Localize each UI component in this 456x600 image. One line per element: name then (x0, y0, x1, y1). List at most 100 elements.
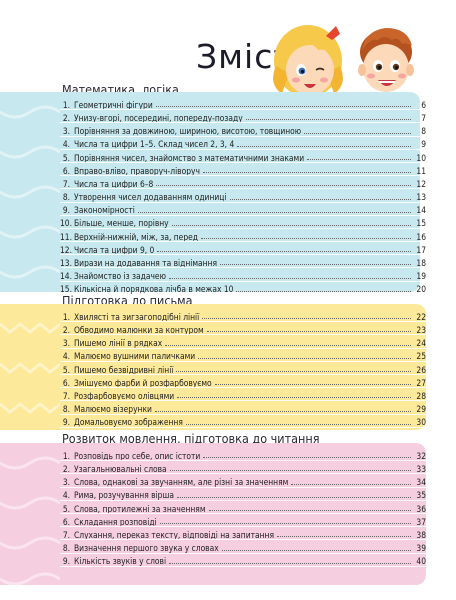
entry-page-number: 27 (416, 377, 426, 388)
entry-page-number: 14 (416, 205, 426, 216)
entry-number: 1. (62, 311, 70, 322)
entry-page-number: 23 (416, 324, 426, 335)
dot-leader (169, 557, 411, 564)
entry-title: Числа та цифри 1–5. Склад чисел 2, 3, 4 (74, 139, 235, 150)
toc-entry: 13. Вирази на додавання та віднімання 18 (60, 254, 428, 269)
toc-entry: 2. Узагальнювальні слова 33 (60, 460, 428, 475)
dot-leader (171, 219, 411, 226)
toc-entry: 4. Малюємо вушними паличками 25 (60, 348, 428, 362)
entry-number: 6. (62, 165, 70, 176)
row-divider (60, 122, 428, 124)
toc-entry: 6. Вправо-вліво, праворуч-ліворуч 11 (60, 162, 428, 177)
toc-entry: 3. Слова, однакові за звучанням, але різн… (60, 473, 428, 488)
entry-title: Кількісна й порядкова лічба в межах 10 (74, 284, 234, 295)
dot-leader (206, 325, 411, 333)
dot-leader (203, 451, 411, 459)
entry-title: Хвилясті та зигзагоподібні лінії (74, 311, 200, 322)
entry-number: 8. (62, 404, 70, 415)
entry-number: 2. (62, 463, 70, 474)
dot-leader (200, 232, 411, 240)
toc-entry: 7. Числа та цифри 6–8 12 (60, 175, 428, 190)
dot-leader (156, 179, 411, 187)
toc-entry: 8. Визначення першого звука у словах 39 (60, 539, 428, 554)
entry-page-number: 35 (416, 490, 426, 501)
entry-title: Порівняння за довжиною, шириною, висотою… (74, 126, 302, 137)
dot-leader (168, 272, 411, 279)
row-divider (60, 241, 428, 243)
entry-title: Домальовуємо зображення (74, 417, 183, 428)
row-divider (60, 135, 428, 137)
dot-leader (229, 193, 411, 200)
entry-page-number: 13 (416, 192, 426, 203)
row-divider (60, 227, 428, 229)
entry-number: 2. (62, 324, 70, 335)
toc-entry: 15. Кількісна й порядкова лічба в межах 1… (60, 281, 428, 295)
toc-entry: 7. Розфарбовуємо олівцями 28 (60, 387, 428, 402)
entry-number: 4. (62, 490, 70, 501)
dot-leader (237, 140, 411, 147)
entry-number: 5. (62, 503, 70, 514)
dot-leader (236, 285, 411, 292)
toc-entry: 9. Домальовуємо зображення 30 (60, 414, 428, 428)
toc-entry: 9. Закономірності 14 (60, 202, 428, 216)
row-divider (60, 552, 428, 554)
entry-number: 7. (62, 390, 70, 401)
math-topic-list: 1. Геометричні фігури 6 2. Унизу-вгорі, посе… (60, 96, 428, 295)
entry-page-number: 29 (416, 404, 426, 415)
entry-number: 10. (60, 218, 72, 229)
dot-leader (304, 127, 411, 134)
entry-page-number: 10 (416, 152, 426, 163)
toc-entry: 10. Більше, менше, порівну 15 (60, 215, 428, 229)
toc-entry: 1. Хвилясті та зигзагоподібні лінії 22 (60, 308, 428, 323)
row-divider (60, 293, 428, 295)
entry-number: 7. (62, 529, 70, 540)
row-divider (60, 360, 428, 362)
row-divider (60, 512, 428, 514)
entry-title: Обводимо малюнки за контуром (74, 324, 204, 335)
dot-leader (221, 544, 411, 551)
entry-page-number: 24 (416, 338, 426, 349)
entry-page-number: 15 (416, 218, 426, 229)
math-band (0, 92, 420, 292)
entry-title: Порівняння чисел, знайомство з математич… (74, 152, 305, 163)
row-divider (60, 539, 428, 541)
toc-entry: 6. Складання розповіді 37 (60, 513, 428, 528)
entry-page-number: 8 (421, 126, 426, 137)
entry-title: Закономірності (74, 205, 135, 216)
entry-number: 7. (62, 178, 70, 189)
entry-title: Верхній-нижній, між, за, перед (74, 231, 198, 242)
entry-page-number: 40 (416, 556, 426, 567)
entry-page-number: 36 (416, 503, 426, 514)
entry-number: 4. (62, 351, 70, 362)
dot-leader (214, 378, 411, 386)
dot-leader (208, 504, 411, 511)
entry-page-number: 28 (416, 390, 426, 401)
row-divider (60, 267, 428, 269)
entry-title: Знайомство із задачею (74, 271, 166, 282)
dot-leader (176, 365, 411, 372)
entry-title: Геометричні фігури (74, 99, 153, 110)
entry-number: 5. (62, 364, 70, 375)
dot-leader (220, 258, 411, 266)
entry-number: 8. (62, 192, 70, 203)
entry-page-number: 17 (416, 244, 426, 255)
entry-page-number: 11 (416, 165, 426, 176)
entry-number: 3. (62, 126, 70, 137)
entry-title: Унизу-вгорі, посередині, попереду-позаду (74, 112, 243, 123)
entry-number: 9. (62, 205, 70, 216)
entry-page-number: 38 (416, 529, 426, 540)
entry-number: 15. (60, 284, 72, 295)
entry-number: 14. (60, 271, 72, 282)
entry-page-number: 19 (416, 271, 426, 282)
entry-page-number: 25 (416, 351, 426, 362)
entry-title: Числа та цифри 9, 0 (74, 244, 155, 255)
row-divider (60, 426, 428, 428)
toc-entry: 9. Кількість звуків у слові 40 (60, 553, 428, 567)
toc-entry: 1. Розповідь про себе, опис істоти 32 (60, 447, 428, 462)
entry-page-number: 32 (416, 450, 426, 461)
row-divider (60, 486, 428, 488)
wave-decoration-icon (0, 322, 60, 414)
row-divider (60, 175, 428, 177)
entry-title: Змішуємо фарби й розфарбовуємо (74, 377, 212, 388)
